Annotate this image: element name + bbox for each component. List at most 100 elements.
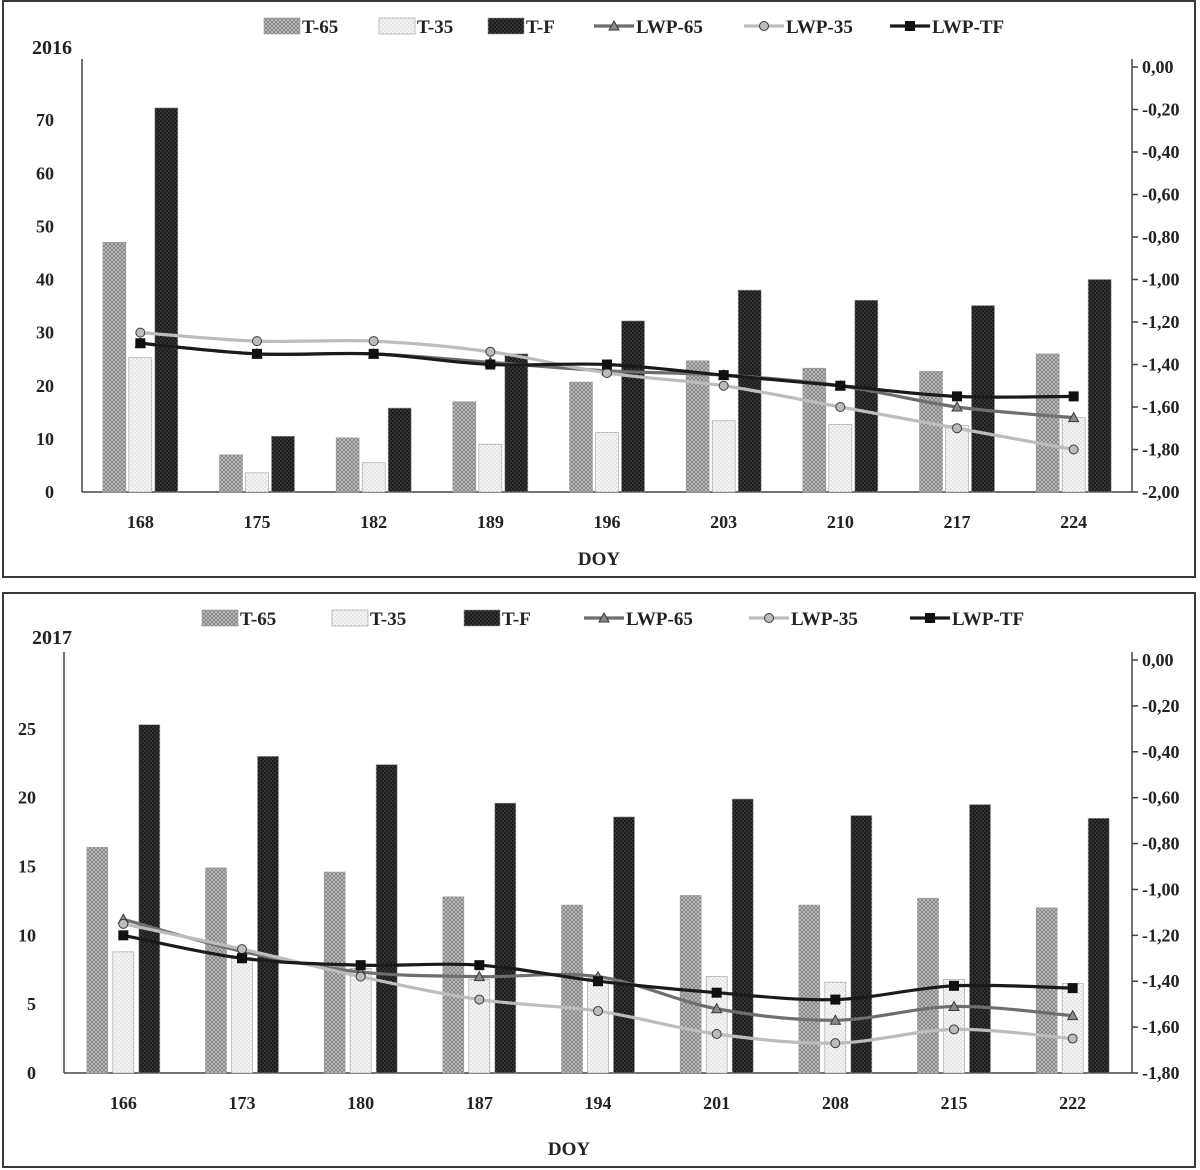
bar-t-f-173 [257, 756, 279, 1074]
bar-t-f-224 [1087, 279, 1112, 493]
marker-lwp-tf-175 [252, 348, 262, 359]
marker-lwp-tf-187 [474, 960, 485, 971]
x-tick-label: 224 [1060, 512, 1087, 532]
marker-lwp-tf-203 [718, 370, 729, 381]
right-y-tick-label: -1,60 [1142, 397, 1180, 417]
left-y-tick-label: 20 [36, 376, 54, 396]
legend-item-lwp-tf: LWP-TF [910, 609, 1024, 630]
marker-lwp-tf-215 [949, 980, 959, 991]
legend-label-t-f: T-F [526, 17, 555, 38]
legend-item-lwp-35: LWP-35 [744, 17, 853, 38]
x-tick-label: 175 [244, 512, 271, 532]
bar-t-f-180 [375, 764, 398, 1074]
left-y-tick-label: 20 [18, 788, 36, 808]
chart-year-label: 2016 [32, 37, 72, 59]
x-tick-label: 203 [710, 512, 737, 532]
left-y-tick-label: 70 [36, 110, 54, 130]
legend-item-t-65: T-65 [263, 17, 338, 38]
bar-t-35-194 [587, 977, 609, 1074]
legend-label-lwp-35: LWP-35 [786, 17, 853, 38]
x-axis-title: DOY [578, 549, 621, 570]
bar-t-65-187 [442, 896, 465, 1074]
bar-t-f-222 [1087, 818, 1110, 1074]
legend-marker-lwp-tf [905, 21, 915, 31]
legend-item-lwp-65: LWP-65 [584, 609, 693, 630]
marker-lwp-35-168 [135, 327, 146, 338]
chart-panel-2017: 0 5 10 15 20 25 0,00 -0,20 -0,40 -0,60 -0,80 -1,00 -… [2, 592, 1196, 1168]
legend-label-lwp-65: LWP-65 [636, 17, 703, 38]
marker-lwp-35-215 [949, 1024, 959, 1035]
bar-t-f-182 [387, 407, 412, 493]
legend-label-lwp-35: LWP-35 [791, 609, 858, 630]
x-tick-label: 173 [229, 1093, 256, 1113]
legend-swatch-t-35 [331, 609, 369, 627]
right-y-tick-label: -1,20 [1142, 312, 1180, 332]
marker-lwp-65-217 [951, 400, 963, 412]
bar-t-f-210 [854, 299, 879, 493]
marker-lwp-tf-196 [602, 359, 612, 370]
right-y-tick-label: -1,80 [1142, 1063, 1180, 1083]
bar-t-65-166 [86, 846, 109, 1074]
chart-year-label: 2017 [32, 627, 72, 649]
left-y-tick-label: 25 [18, 719, 36, 739]
marker-lwp-35-201 [711, 1028, 722, 1039]
legend-marker-lwp-65 [598, 611, 610, 623]
bar-t-f-215 [969, 804, 991, 1074]
legend-marker-lwp-35 [764, 613, 774, 623]
bar-t-35-217 [945, 425, 969, 493]
right-y-tick-label: 0,00 [1142, 650, 1174, 670]
bar-t-35-173 [231, 957, 253, 1074]
bar-t-65-217 [919, 371, 943, 493]
bar-t-35-182 [361, 462, 386, 493]
bar-t-65-175 [219, 454, 243, 493]
x-tick-label: 189 [477, 512, 504, 532]
legend-item-t-65: T-65 [201, 609, 276, 630]
bar-t-65-173 [205, 867, 227, 1074]
right-y-tick-label: -0,40 [1142, 742, 1180, 762]
marker-lwp-35-173 [237, 944, 247, 955]
legend-item-t-35: T-35 [331, 609, 406, 630]
legend-item-lwp-65: LWP-65 [594, 17, 703, 38]
chart-svg-2016: 0 10 20 30 40 50 60 70 0,00 -0,20 -0,40 -0,60 -0,80 -… [32, 17, 1180, 570]
marker-lwp-35-210 [835, 402, 846, 412]
right-y-tick-label: -0,80 [1142, 227, 1180, 247]
marker-lwp-35-217 [952, 423, 962, 434]
right-y-tick-label: -0,40 [1142, 142, 1180, 162]
legend-item-lwp-35: LWP-35 [749, 609, 858, 630]
legend-swatch-t-35 [378, 17, 416, 35]
left-y-tick-label: 5 [27, 994, 36, 1014]
bar-t-35-189 [478, 443, 503, 493]
marker-lwp-tf-201 [711, 987, 722, 998]
x-tick-label: 194 [585, 1093, 612, 1113]
legend-label-lwp-65: LWP-65 [626, 609, 693, 630]
bar-t-35-175 [245, 472, 269, 493]
bar-t-65-222 [1035, 907, 1058, 1074]
bar-t-f-166 [138, 724, 161, 1074]
legend-marker-lwp-65 [608, 19, 620, 31]
left-y-tick-label: 10 [36, 429, 54, 449]
marker-lwp-35-203 [718, 380, 729, 391]
marker-lwp-65-208 [829, 1014, 842, 1025]
x-tick-label: 166 [110, 1093, 137, 1113]
left-y-tick-label: 60 [36, 163, 54, 183]
bar-t-35-210 [828, 424, 853, 493]
right-y-tick-label: -1,20 [1142, 925, 1180, 945]
legend-swatch-t-f [487, 17, 525, 35]
marker-lwp-tf-189 [485, 359, 496, 370]
marker-lwp-65-215 [948, 1000, 960, 1011]
legend-swatch-t-65 [263, 17, 301, 35]
chart-panel-2016: 0 10 20 30 40 50 60 70 0,00 -0,20 -0,40 -0,60 -0,80 -… [2, 0, 1196, 578]
x-tick-label: 215 [941, 1093, 968, 1113]
marker-lwp-tf-180 [355, 960, 366, 971]
marker-lwp-tf-210 [835, 380, 846, 391]
bar-t-35-168 [128, 357, 153, 493]
right-y-tick-label: -1,60 [1142, 1017, 1180, 1037]
x-tick-label: 222 [1059, 1093, 1086, 1113]
bar-t-f-168 [154, 107, 179, 493]
bar-t-65-203 [685, 360, 710, 493]
x-tick-label: 201 [703, 1093, 730, 1113]
bar-t-65-189 [452, 401, 477, 493]
marker-lwp-tf-182 [368, 348, 379, 359]
left-y-tick-label: 0 [27, 1063, 36, 1083]
x-tick-label: 208 [822, 1093, 849, 1113]
